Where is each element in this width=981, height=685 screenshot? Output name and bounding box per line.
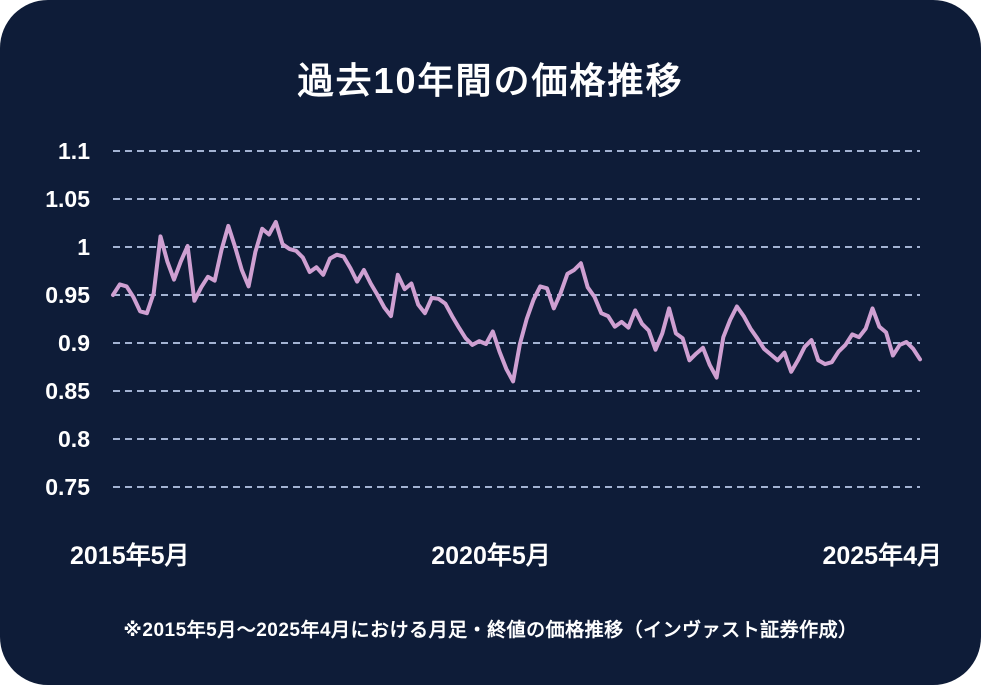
y-axis-tick-label: 1: [77, 234, 90, 260]
chart-footnote: ※2015年5月〜2025年4月における月足・終値の価格推移（インヴァスト証券作…: [123, 620, 858, 641]
y-axis-tick-label: 0.9: [58, 330, 90, 356]
y-axis-tick-label: 0.95: [45, 282, 90, 308]
price-line: [111, 220, 922, 384]
y-axis-tick-label: 1.1: [58, 138, 90, 164]
y-axis-tick-label: 0.8: [58, 426, 90, 452]
x-axis-label-start: 2015年5月: [70, 542, 190, 570]
y-axis-tick-label: 0.85: [45, 378, 90, 404]
x-axis-label-middle: 2020年5月: [431, 542, 551, 570]
page-title: 過去10年間の価格推移: [297, 60, 684, 101]
x-axis-label-end: 2025年4月: [822, 542, 942, 570]
y-axis-tick-label: 1.05: [45, 186, 90, 212]
y-axis-tick-label: 0.75: [45, 474, 90, 500]
